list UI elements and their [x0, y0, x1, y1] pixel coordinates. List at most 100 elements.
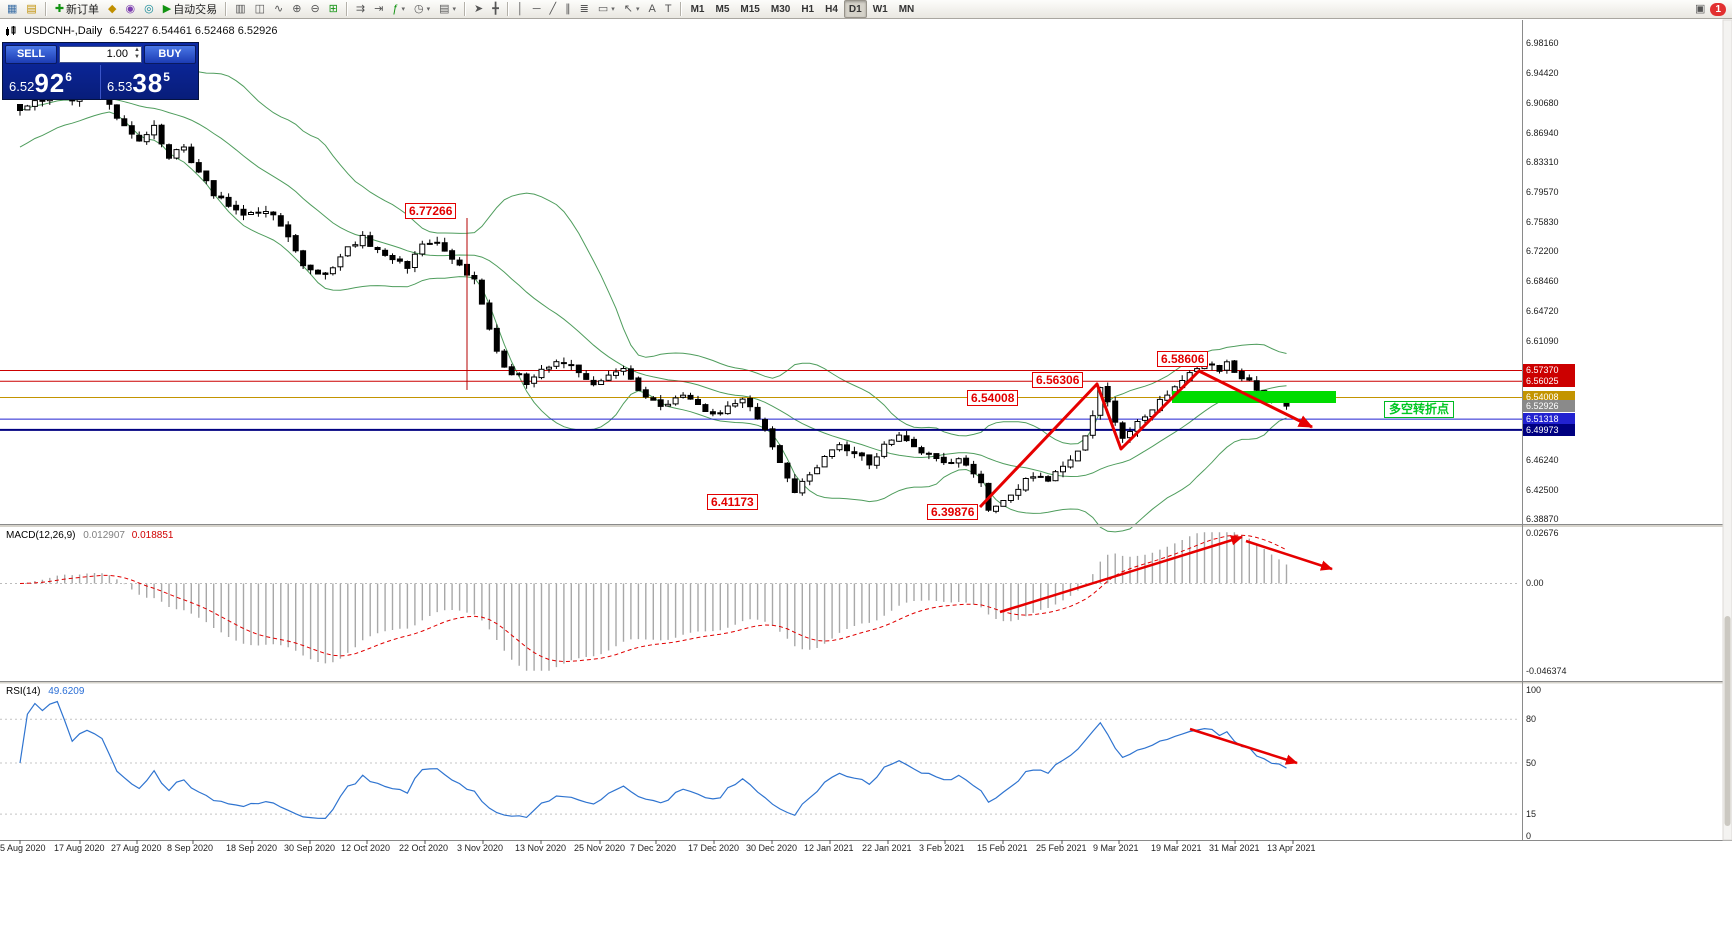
- templates-dropdown-arrow: ▾: [452, 6, 456, 13]
- toolbar-horizontal-line[interactable]: ─: [529, 0, 545, 18]
- window-control-icon: ▣: [1695, 2, 1706, 15]
- vertical-scrollbar[interactable]: [1722, 19, 1732, 841]
- toolbar-separator: [225, 2, 228, 16]
- buy-price[interactable]: 6.53 38 5: [100, 65, 198, 99]
- timeframe-h4[interactable]: H4: [825, 3, 838, 15]
- trade-panel-prices: 6.52 92 6 6.53 38 5: [3, 65, 198, 99]
- toolbar-crosshair[interactable]: ╋: [488, 0, 503, 18]
- annotation-price-label[interactable]: 6.39876: [927, 504, 979, 520]
- toolbar-equidistant-channel[interactable]: ∥: [561, 0, 575, 18]
- timeframe-d1[interactable]: D1: [843, 0, 867, 18]
- rsi-value: 49.6209: [48, 686, 85, 697]
- toolbar-bar-chart-mode[interactable]: ▥: [231, 0, 249, 18]
- timeframe-h1[interactable]: H1: [801, 3, 815, 15]
- timeframe-m5[interactable]: M5: [715, 3, 730, 15]
- rsi-name: RSI(14): [6, 686, 41, 697]
- toolbar-shapes[interactable]: ▭ ▾: [594, 0, 619, 18]
- buy-button[interactable]: BUY: [144, 44, 196, 64]
- timeframe-m1[interactable]: M1: [690, 3, 705, 15]
- sell-price[interactable]: 6.52 92 6: [3, 65, 100, 99]
- horizontal-level-lines: [0, 370, 1522, 431]
- candle-wicks: [19, 86, 1287, 514]
- indicators-dropdown-arrow: ▾: [401, 6, 405, 13]
- toolbar-trendline[interactable]: ╱: [546, 0, 561, 18]
- new-chart-icon: ▦: [7, 2, 18, 15]
- auto-trading-label: 自动交易: [173, 4, 218, 16]
- crosshair-icon: ╋: [492, 2, 499, 15]
- toolbar-chart-shift[interactable]: ⇥: [370, 0, 387, 18]
- toolbar-templates[interactable]: ▤ ▾: [435, 0, 460, 18]
- buy-price-small: 6.53: [107, 79, 133, 94]
- toolbar-tile-windows[interactable]: ⊞: [325, 0, 342, 18]
- annotation-price-label[interactable]: 6.58606: [1157, 351, 1209, 367]
- zoom-in-icon: ⊕: [292, 2, 302, 15]
- toolbar-vertical-line[interactable]: │: [513, 0, 528, 18]
- toolbar-line-chart-mode[interactable]: ∿: [270, 0, 287, 18]
- annotation-price-label[interactable]: 6.77266: [405, 203, 457, 219]
- toolbar-navigator[interactable]: ◉: [122, 0, 140, 18]
- toolbar-periods[interactable]: ◷ ▾: [410, 0, 434, 18]
- rsi-indicator-label: RSI(14) 49.6209: [6, 686, 84, 697]
- equidistant-channel-icon: ∥: [565, 2, 571, 15]
- arrows-tool-icon: ↖: [623, 2, 633, 15]
- scrollbar-thumb[interactable]: [1724, 616, 1731, 826]
- toolbar-text-label[interactable]: A: [645, 0, 660, 18]
- macd-name: MACD(12,26,9): [6, 530, 76, 541]
- annotation-price-label[interactable]: 6.56306: [1032, 372, 1084, 388]
- navigator-icon: ◉: [125, 2, 136, 15]
- macd-trend-arrow-1[interactable]: [999, 535, 1243, 614]
- toolbar-window-control[interactable]: ▣: [1691, 0, 1709, 18]
- macd-histogram: [26, 532, 1288, 671]
- toolbar-market-watch[interactable]: ◆: [104, 0, 120, 18]
- line-chart-mode-icon: ∿: [274, 2, 284, 15]
- trade-panel-controls: SELL 1.00 ▲ ▼ BUY: [3, 43, 198, 65]
- toolbar-terminal[interactable]: ◎: [140, 0, 158, 18]
- horizontal-line-icon: ─: [532, 2, 541, 15]
- toolbar-auto-trading[interactable]: ▶ 自动交易: [159, 0, 221, 18]
- toolbar-new-order[interactable]: ✚ 新订单: [51, 0, 103, 18]
- toolbar-zoom-in[interactable]: ⊕: [288, 0, 305, 18]
- toolbar-zoom-out[interactable]: ⊖: [306, 0, 323, 18]
- timeframe-m30[interactable]: M30: [770, 3, 791, 15]
- macd-signal-line: [19, 534, 1287, 663]
- toolbar-fibonacci-retracement[interactable]: ≣: [576, 0, 593, 18]
- toolbar-profiles[interactable]: ▤: [22, 0, 40, 18]
- annotation-price-label[interactable]: 6.54008: [967, 390, 1019, 406]
- toolbar-indicators[interactable]: ƒ ▾: [388, 0, 409, 18]
- volume-spinner[interactable]: ▲ ▼: [134, 46, 140, 60]
- toolbar-alert-badge[interactable]: 1: [1710, 2, 1726, 16]
- toolbar-auto-scroll[interactable]: ⇉: [352, 0, 369, 18]
- toolbar-separator: [44, 2, 47, 16]
- trendline-icon: ╱: [549, 2, 557, 15]
- toolbar-text-tool[interactable]: T: [661, 0, 676, 18]
- timeframe-mn[interactable]: MN: [898, 3, 915, 15]
- toolbar-candlestick-mode[interactable]: ◫: [251, 0, 269, 18]
- sell-price-small: 6.52: [9, 79, 35, 94]
- note-bull-bear-turning-point[interactable]: 多空转折点: [1384, 401, 1455, 418]
- periods-dropdown-arrow: ▾: [426, 6, 431, 13]
- toolbar-separator: [345, 2, 348, 16]
- rsi-trend-arrow[interactable]: [1189, 727, 1298, 765]
- sell-button[interactable]: SELL: [5, 44, 57, 64]
- timeframe-w1[interactable]: W1: [872, 3, 888, 15]
- toolbar-separator: [679, 2, 682, 16]
- volume-input[interactable]: 1.00 ▲ ▼: [59, 45, 142, 63]
- macd-trend-arrow-2[interactable]: [1245, 539, 1333, 571]
- buy-price-big: 38: [132, 68, 164, 98]
- toolbar-separator: [506, 2, 509, 16]
- timeframe-m15[interactable]: M15: [740, 3, 760, 15]
- annotation-price-label[interactable]: 6.41173: [707, 494, 758, 510]
- sell-price-sup: 6: [65, 70, 72, 84]
- candlestick-mode-icon: ◫: [254, 2, 265, 15]
- price-trend-arrow[interactable]: [978, 369, 1314, 509]
- new-order-icon: ✚: [54, 2, 65, 15]
- candles: [17, 86, 1290, 514]
- toolbar-arrows-tool[interactable]: ↖ ▾: [620, 0, 644, 18]
- chart-title: USDCNH-,Daily 6.54227 6.54461 6.52468 6.…: [5, 25, 277, 37]
- cursor-icon: ➤: [474, 2, 484, 15]
- toolbar-cursor[interactable]: ➤: [470, 0, 487, 18]
- toolbar-new-chart[interactable]: ▦: [3, 0, 21, 18]
- text-tool-icon: T: [664, 2, 672, 15]
